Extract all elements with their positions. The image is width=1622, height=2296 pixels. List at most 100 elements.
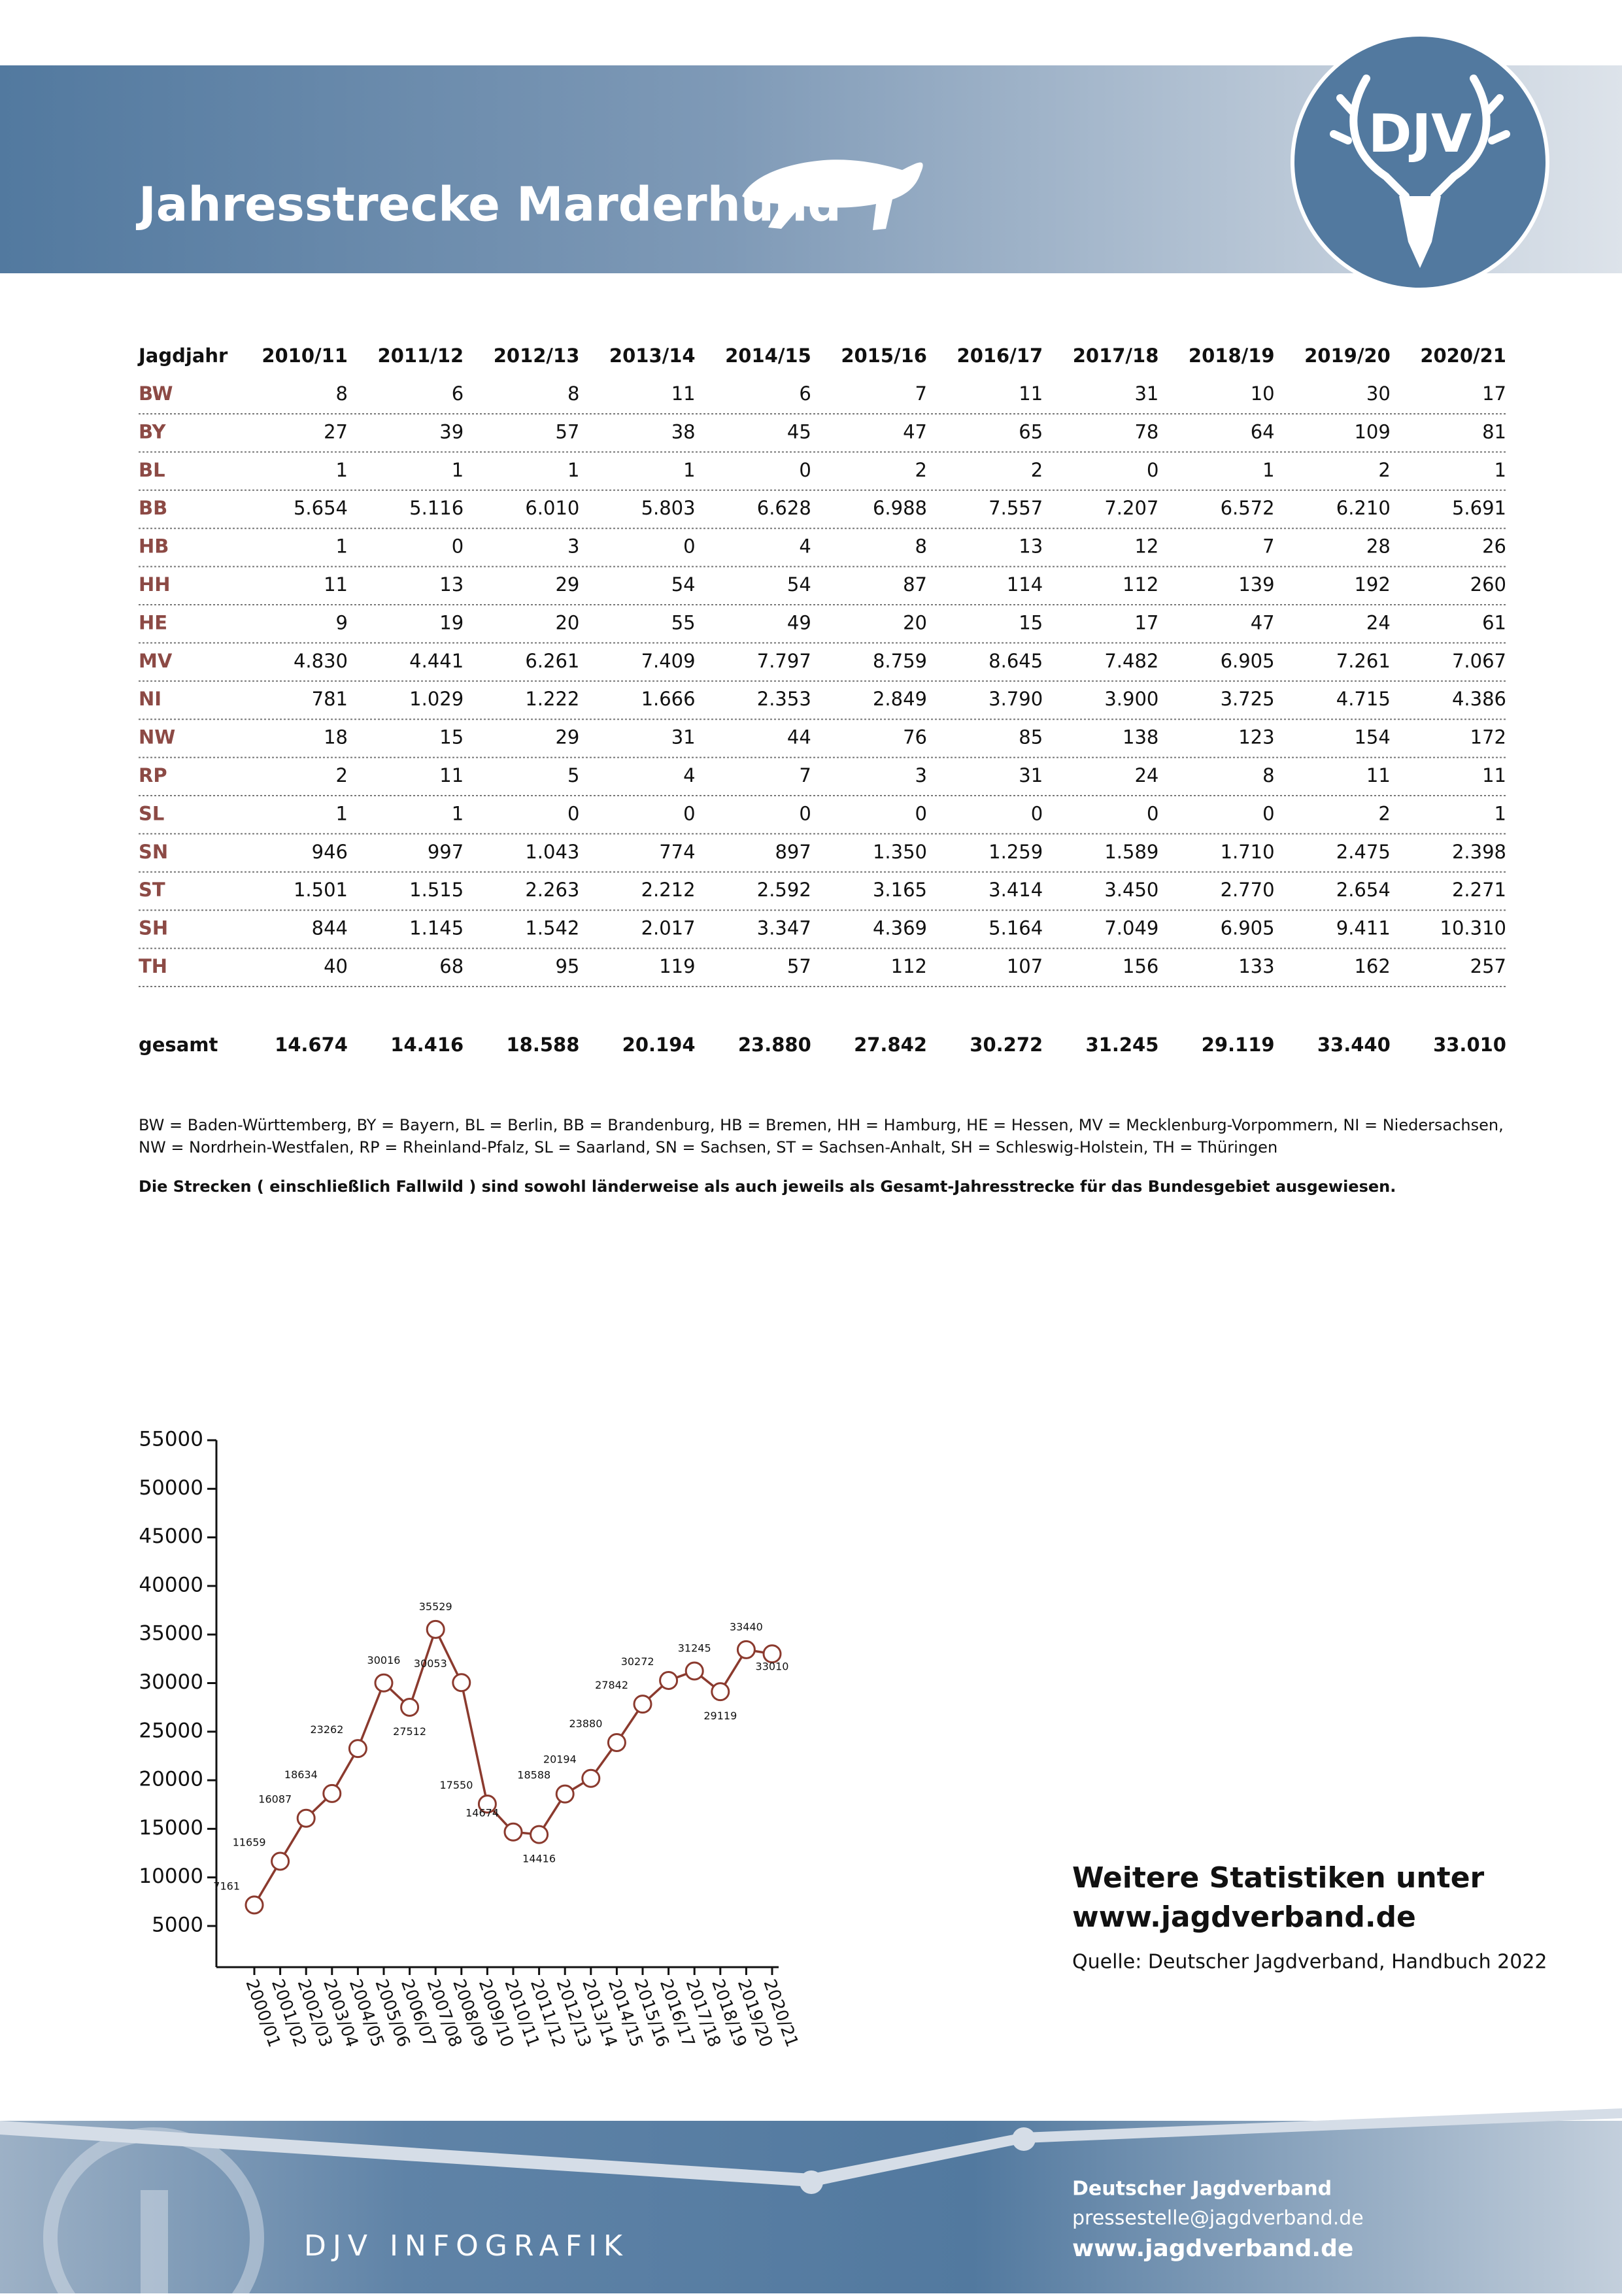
data-point — [684, 1661, 704, 1681]
table-cell: 1.350 — [873, 841, 927, 863]
table-cell: 6.010 — [525, 497, 579, 519]
table-cell: 1 — [1262, 459, 1274, 481]
table-cell: 1 — [336, 459, 348, 481]
table-cell: 156 — [1123, 955, 1158, 977]
table-cell: 5.164 — [988, 917, 1043, 939]
table-cell: 4.715 — [1336, 688, 1391, 710]
table-cell: 1.029 — [409, 688, 464, 710]
y-tick-label: 45000 — [139, 1525, 203, 1548]
note: Die Strecken ( einschließlich Fallwild )… — [139, 1177, 1396, 1196]
table-cell: 6.905 — [1221, 917, 1275, 939]
table-cell: 61 — [1482, 611, 1506, 633]
table-cell: 5.116 — [409, 497, 464, 519]
table-cell: 11 — [324, 573, 348, 596]
table-cell: 0 — [799, 459, 811, 481]
table-cell: 4 — [683, 764, 695, 786]
footer-email: pressestelle@jagdverband.de — [1072, 2207, 1364, 2230]
table-cell: 1.710 — [1221, 841, 1275, 863]
table-cell: 260 — [1470, 573, 1506, 596]
footer-label: DJV INFOGRAFIK — [304, 2229, 629, 2263]
row-label: BB — [139, 497, 167, 519]
table-cell: 12 — [1134, 535, 1158, 558]
table-cell: 40 — [324, 955, 348, 977]
table-cell: 33.440 — [1317, 1034, 1391, 1056]
table-cell: 4.386 — [1452, 688, 1506, 710]
table-cell: 57 — [787, 955, 811, 977]
y-tick-label: 10000 — [139, 1865, 203, 1888]
data-label: 33440 — [730, 1621, 763, 1633]
table-cell: 5 — [567, 764, 579, 786]
data-point — [348, 1739, 367, 1759]
table-cell: 5.803 — [641, 497, 696, 519]
table-cell: 11 — [439, 764, 464, 786]
table-cell: 7.482 — [1104, 650, 1158, 672]
data-point — [581, 1768, 601, 1788]
table-cell: 844 — [312, 917, 348, 939]
row-label: gesamt — [139, 1034, 218, 1056]
table-cell: 7.067 — [1452, 650, 1506, 672]
table-cell: 2.017 — [641, 917, 696, 939]
row-label: ST — [139, 879, 165, 901]
table-cell: 78 — [1134, 420, 1158, 443]
data-label: 31245 — [678, 1642, 711, 1654]
table-cell: 2016/17 — [957, 345, 1043, 367]
data-label: 11659 — [233, 1836, 266, 1849]
data-point — [245, 1895, 264, 1915]
table-cell: 39 — [439, 420, 464, 443]
table-cell: 1 — [336, 802, 348, 824]
table-cell: 0 — [683, 535, 695, 558]
y-tick-label: 5000 — [152, 1914, 203, 1937]
table-cell: 1 — [1495, 459, 1506, 481]
table-cell: 2 — [336, 764, 348, 786]
table-cell: 8.759 — [873, 650, 927, 672]
data-point — [477, 1795, 497, 1814]
table-cell: 7 — [915, 382, 927, 405]
table-cell: 30.272 — [970, 1034, 1043, 1056]
table-cell: 31 — [671, 726, 696, 749]
row-label: BW — [139, 382, 173, 405]
table-cell: 44 — [787, 726, 811, 749]
table-cell: 31 — [1134, 382, 1158, 405]
table-cell: 20 — [555, 611, 579, 633]
footer-dot — [1012, 2127, 1036, 2151]
row-label: RP — [139, 764, 167, 786]
table-cell: 3.450 — [1104, 879, 1158, 901]
y-tick-label: 15000 — [139, 1816, 203, 1840]
table-cell: 5.691 — [1452, 497, 1506, 519]
table-cell: 1.515 — [409, 879, 464, 901]
logo-text: DJV — [1368, 103, 1472, 164]
data-label: 29119 — [703, 1710, 737, 1722]
table-cell: 2014/15 — [725, 345, 811, 367]
row-label: SH — [139, 917, 168, 939]
table-cell: 6.572 — [1221, 497, 1275, 519]
table-cell: 1.222 — [525, 688, 579, 710]
table-cell: 1 — [336, 535, 348, 558]
table-cell: 4.369 — [873, 917, 927, 939]
table-cell: 24 — [1134, 764, 1158, 786]
table-cell: 2 — [1378, 459, 1390, 481]
table-cell: 154 — [1354, 726, 1390, 749]
footer-org: Deutscher Jagdverband — [1072, 2178, 1332, 2201]
table-cell: 0 — [1031, 802, 1043, 824]
row-label: TH — [139, 955, 167, 977]
y-tick-label: 50000 — [139, 1476, 203, 1500]
table-cell: 2.654 — [1336, 879, 1391, 901]
table-cell: 11 — [1019, 382, 1043, 405]
table-cell: 68 — [439, 955, 464, 977]
logo-antlers — [1330, 75, 1510, 200]
footer-swoosh — [0, 2108, 1622, 2187]
table-cell: 119 — [659, 955, 695, 977]
data-label: 30053 — [414, 1657, 447, 1670]
table-cell: 9 — [336, 611, 348, 633]
table-cell: 1 — [1495, 802, 1506, 824]
y-tick-label: 20000 — [139, 1768, 203, 1791]
y-tick-label: 35000 — [139, 1622, 203, 1646]
table-cell: 109 — [1354, 420, 1390, 443]
table-cell: 2013/14 — [609, 345, 696, 367]
table-cell: 3.790 — [988, 688, 1043, 710]
table-cell: 11 — [1482, 764, 1506, 786]
table-cell: 1.666 — [641, 688, 696, 710]
table-cell: 0 — [915, 802, 927, 824]
table-cell: 2011/12 — [378, 345, 464, 367]
